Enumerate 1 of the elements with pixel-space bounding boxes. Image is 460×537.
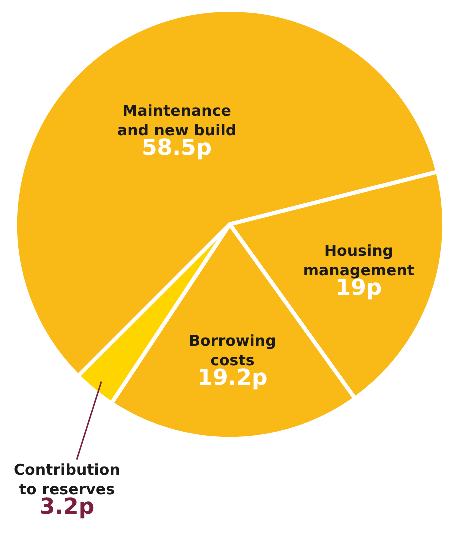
slice-label: Housing management xyxy=(303,242,415,280)
